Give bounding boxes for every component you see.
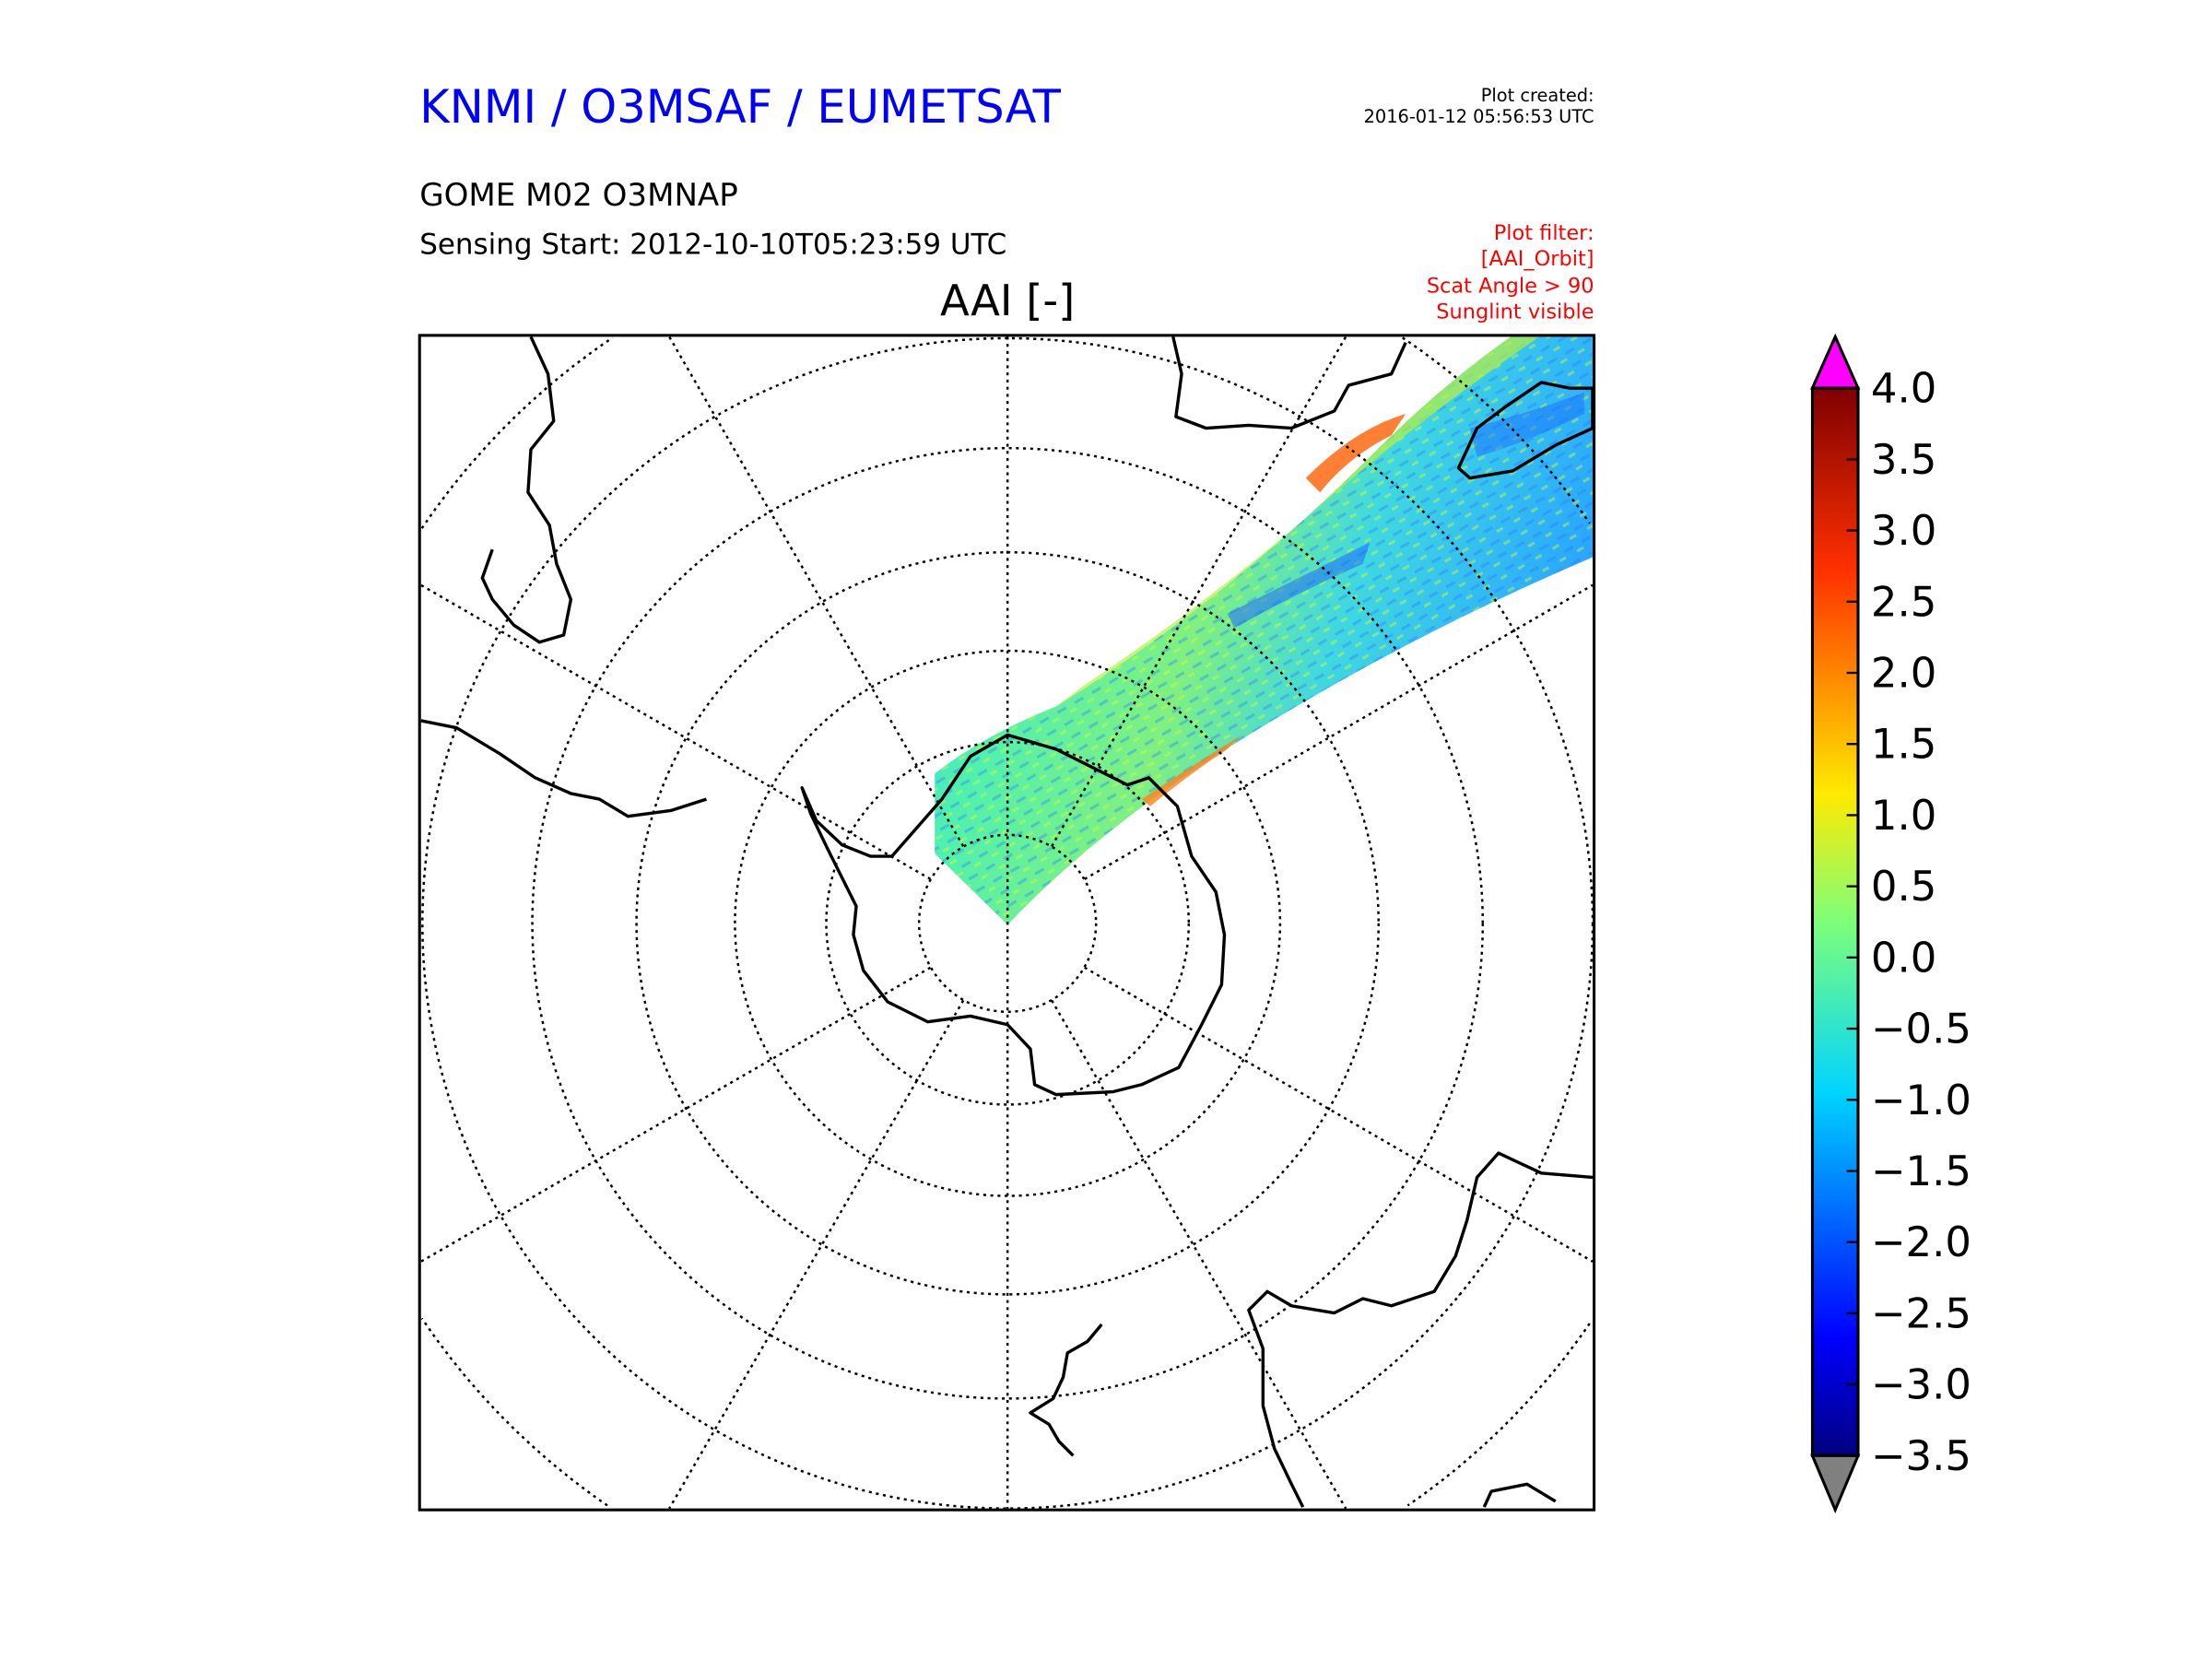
filter-line: [AAI_Orbit] (1481, 247, 1594, 271)
plot-created-label: Plot created: (1481, 85, 1594, 106)
plot-created-value: 2016-01-12 05:56:53 UTC (1364, 106, 1594, 127)
map-frame (418, 334, 1596, 1512)
colorbar-tick-label: −0.5 (1871, 1005, 1971, 1053)
colorbar-over-triangle (1810, 333, 1861, 390)
tasmania-coast (1482, 1482, 1557, 1508)
colorbar-tick-label: −3.5 (1871, 1431, 1971, 1480)
colorbar-tick-label: −1.0 (1871, 1076, 1971, 1124)
colorbar-tick-label: −2.0 (1871, 1218, 1971, 1266)
colorbar-tick-label: 0.5 (1871, 862, 1936, 911)
latitude-ring (420, 336, 1591, 1507)
plot-filter: Plot filter: [AAI_Orbit] Scat Angle > 90… (1427, 221, 1594, 324)
colorbar: 4.0 3.5 3.0 2.5 2.0 1.5 1.0 0.5 0.0 −0.5 −1.0 −1.5 −… (1810, 333, 1971, 1514)
sensing-start: Sensing Start: 2012-10-10T05:23:59 UTC (419, 229, 1006, 262)
filter-line: Scat Angle > 90 (1427, 274, 1594, 298)
antarctica-coast (800, 733, 1227, 1097)
filter-line: Sunglint visible (1436, 300, 1594, 324)
colorbar-tick-label: 0.0 (1871, 933, 1936, 982)
organisation-title: KNMI / O3MSAF / EUMETSAT (419, 80, 1061, 134)
filter-line: Plot filter: (1494, 221, 1594, 245)
map-title: AAI [-] (940, 276, 1075, 325)
colorbar-tick-label: 1.0 (1871, 791, 1936, 840)
tierra-coast (420, 719, 707, 818)
colorbar-tick-label: −2.5 (1871, 1288, 1971, 1337)
graticule (420, 335, 1594, 1510)
colorbar-tick-label: 3.0 (1871, 506, 1936, 555)
colorbar-tick-label: −1.5 (1871, 1147, 1971, 1195)
product-name: GOME M02 O3MNAP (419, 177, 738, 214)
colorbar-tick-label: 2.5 (1871, 577, 1936, 626)
africa-coast (1171, 336, 1407, 430)
colorbar-tick-label: 4.0 (1871, 364, 1936, 413)
australia-coast (1247, 1151, 1594, 1508)
colorbar-under-triangle (1810, 1453, 1861, 1514)
map-area (419, 335, 1594, 1511)
colorbar-tick-label: −3.0 (1871, 1360, 1971, 1409)
aai-swath (935, 335, 1594, 925)
colorbar-tick-label: 1.5 (1871, 720, 1936, 769)
colorbar-tick-label: 2.0 (1871, 648, 1936, 697)
new-zealand-coast (1029, 1323, 1103, 1457)
colorbar-gradient (1810, 386, 1860, 1457)
south-america-coast (480, 335, 573, 644)
colorbar-tick-label: 3.5 (1871, 435, 1936, 484)
